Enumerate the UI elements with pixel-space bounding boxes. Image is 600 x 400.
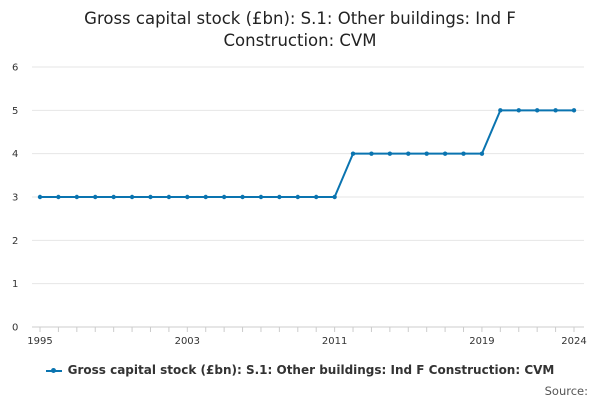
data-point bbox=[258, 194, 264, 200]
source-label: Source: bbox=[544, 384, 588, 398]
chart-title: Gross capital stock (£bn): S.1: Other bu… bbox=[0, 8, 600, 52]
data-point bbox=[37, 194, 43, 200]
x-tick-label: 2019 bbox=[469, 336, 494, 347]
data-point bbox=[369, 151, 374, 156]
data-point bbox=[406, 151, 411, 156]
data-point bbox=[148, 194, 153, 200]
data-point bbox=[516, 108, 521, 113]
data-point bbox=[479, 151, 485, 156]
data-point bbox=[387, 151, 393, 156]
x-tick-label: 1995 bbox=[27, 336, 52, 347]
data-point bbox=[424, 151, 429, 156]
gridlines bbox=[32, 66, 584, 285]
data-point bbox=[553, 108, 558, 113]
series-line bbox=[40, 109, 574, 198]
x-tick-label: 2003 bbox=[175, 336, 200, 347]
data-point bbox=[314, 194, 319, 200]
data-point bbox=[93, 194, 98, 200]
data-point bbox=[442, 151, 448, 156]
data-point bbox=[295, 194, 300, 200]
data-point bbox=[277, 194, 282, 200]
x-axis: 1995 2003 2011 2019 2024 bbox=[27, 326, 587, 347]
data-point bbox=[166, 194, 172, 200]
data-point bbox=[56, 194, 61, 200]
legend: Gross capital stock (£bn): S.1: Other bu… bbox=[0, 363, 600, 377]
chart-title-line-2: Construction: CVM bbox=[223, 31, 377, 50]
data-point bbox=[203, 194, 208, 200]
data-point bbox=[111, 194, 116, 200]
data-point bbox=[240, 194, 245, 200]
legend-swatch bbox=[45, 367, 62, 373]
data-point bbox=[129, 194, 135, 200]
chart-title-line-1: Gross capital stock (£bn): S.1: Other bu… bbox=[84, 9, 516, 28]
data-point bbox=[221, 194, 227, 200]
data-point bbox=[571, 108, 577, 113]
x-tick-label: 2011 bbox=[322, 336, 347, 347]
data-point bbox=[498, 108, 503, 113]
legend-label: Gross capital stock (£bn): S.1: Other bu… bbox=[67, 363, 555, 377]
data-point bbox=[332, 194, 337, 200]
data-point bbox=[74, 194, 80, 200]
y-tick-label: 0 bbox=[12, 323, 18, 334]
data-point bbox=[534, 108, 540, 113]
data-point bbox=[350, 151, 356, 156]
y-tick-label: 2 bbox=[12, 236, 18, 247]
y-tick-label: 4 bbox=[12, 149, 18, 160]
y-tick-label: 3 bbox=[12, 193, 18, 204]
y-tick-label: 5 bbox=[12, 106, 18, 117]
data-point bbox=[461, 151, 466, 156]
y-axis: 0 1 2 3 4 5 6 bbox=[12, 63, 18, 334]
y-tick-label: 1 bbox=[12, 279, 18, 290]
x-tick-label: 2024 bbox=[561, 336, 586, 347]
series-layer bbox=[37, 108, 577, 200]
y-tick-label: 6 bbox=[12, 63, 18, 74]
data-point bbox=[185, 194, 190, 200]
